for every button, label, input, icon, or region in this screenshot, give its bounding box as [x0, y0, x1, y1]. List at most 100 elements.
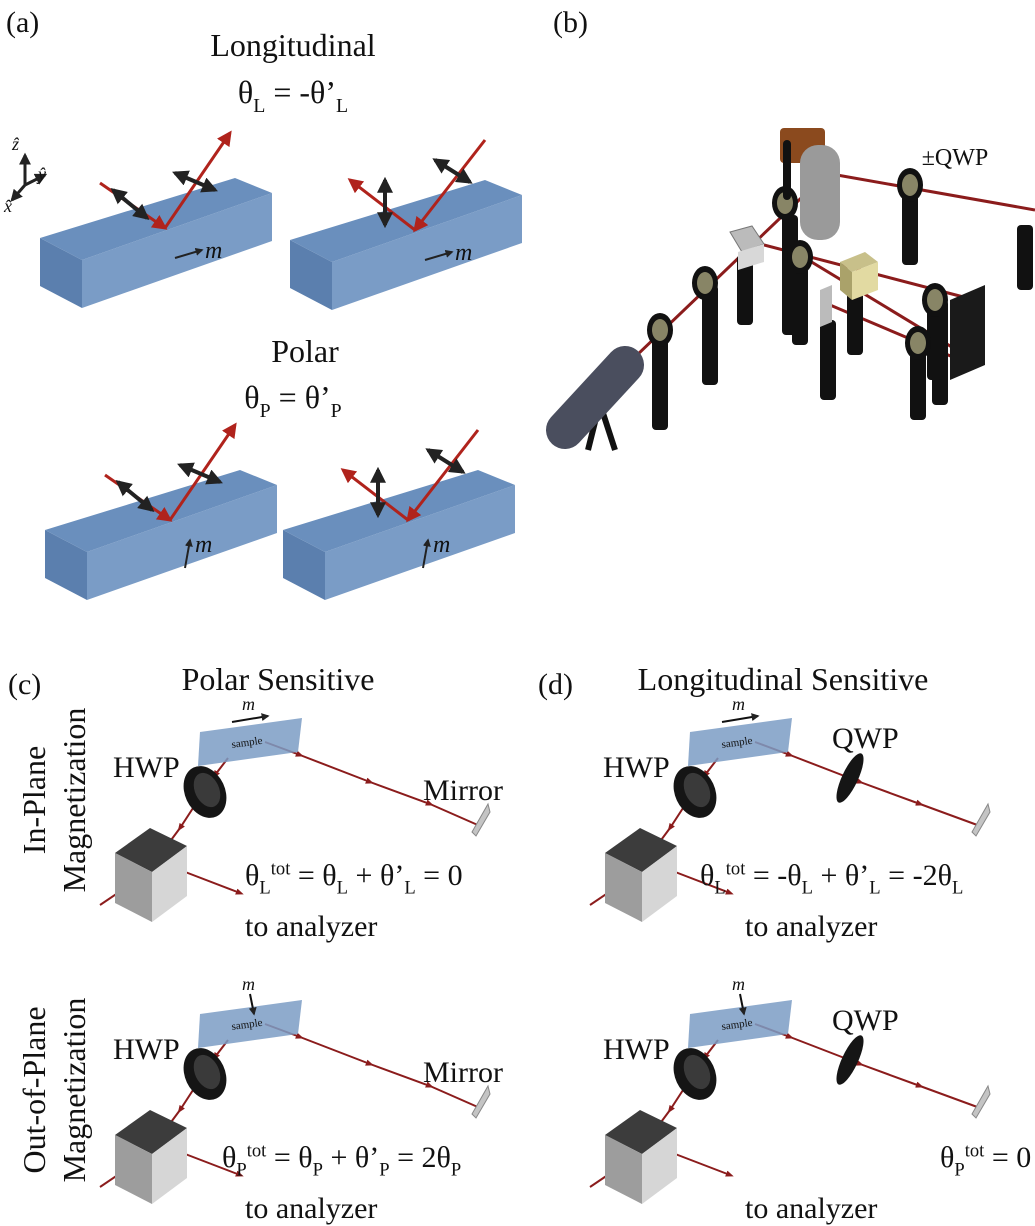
mount [800, 145, 840, 240]
equation-part: L [714, 877, 725, 898]
component-label: HWP [603, 1033, 670, 1066]
panel-title: Polar [271, 333, 339, 369]
equation-part: L [869, 877, 880, 898]
equation: θPtot = θP + θ’P = 2θP [222, 1141, 461, 1181]
equation-part: = -θ [745, 859, 801, 892]
equation-part: L [952, 877, 963, 898]
equation-part: θ [700, 859, 714, 892]
mirror [972, 1086, 990, 1118]
equation-part: = 2θ [390, 1141, 451, 1174]
equation: θL = -θ’L [238, 74, 348, 117]
equation-part: θ [940, 1141, 954, 1174]
polarization [180, 465, 220, 482]
equation-part: P [954, 1159, 964, 1180]
equation-part: = -θ’ [265, 74, 336, 110]
equation-part: + θ’ [323, 1141, 379, 1174]
mirror [472, 804, 490, 836]
optic [792, 246, 808, 268]
equation-part: = 0 [416, 859, 463, 892]
equation-part: L [253, 95, 265, 117]
equation-part: + θ’ [813, 859, 869, 892]
equation-part: tot [271, 859, 291, 880]
panel-title: Longitudinal [210, 27, 375, 63]
equation-part: = θ [290, 859, 336, 892]
output-label: to analyzer [745, 910, 877, 943]
panel-title: Longitudinal Sensitive [638, 661, 929, 697]
equation-part: P [379, 1159, 389, 1180]
side-label: Magnetization [56, 998, 92, 1183]
panel-label: (b) [553, 6, 588, 39]
beam [670, 1152, 730, 1175]
waveplate [831, 750, 868, 806]
panel-title: Polar Sensitive [182, 661, 375, 697]
side-label: In-Plane [16, 746, 52, 854]
magnetization-arrow [722, 716, 758, 722]
equation-part: L [336, 95, 348, 117]
magnetization-arrow [232, 716, 268, 722]
optic [697, 272, 713, 294]
equation-part: θ [222, 1141, 236, 1174]
m-label: m [455, 240, 472, 266]
equation-part: θ [245, 859, 259, 892]
mirror [820, 285, 832, 327]
equation-part: P [313, 1159, 323, 1180]
m-label: m [732, 694, 745, 714]
polarization [435, 160, 470, 182]
polarization [175, 173, 215, 190]
panel-label: (a) [6, 6, 39, 39]
m-label: m [195, 532, 212, 558]
side-label: Out-of-Plane [16, 1006, 52, 1173]
side-label: Magnetization [56, 708, 92, 893]
optic [927, 289, 943, 311]
m-label: m [242, 694, 255, 714]
equation-part: L [404, 877, 415, 898]
output-label: to analyzer [745, 1192, 877, 1225]
axis-label: x̂ [3, 196, 12, 216]
equation-part: P [236, 1159, 246, 1180]
output-label: to analyzer [245, 910, 377, 943]
equation-part: θ [244, 379, 259, 415]
equation-part: L [337, 877, 348, 898]
figure: (a)LongitudinalθL = -θ’LPolarθP = θ’Pẑŷx… [0, 0, 1035, 1226]
component-label: HWP [603, 751, 670, 784]
equation: θP = θ’P [244, 379, 341, 422]
m-label: m [433, 532, 450, 558]
component-label: QWP [832, 722, 899, 755]
component-label: HWP [113, 751, 180, 784]
equation-part: tot [965, 1141, 985, 1162]
mirror [972, 804, 990, 836]
axis-label: ŷ [36, 164, 46, 184]
optic [902, 174, 918, 196]
component-label: Mirror [423, 1056, 503, 1089]
equation-part: L [259, 877, 270, 898]
equation-part: P [451, 1159, 461, 1180]
component-label: HWP [113, 1033, 180, 1066]
post [820, 320, 836, 400]
equation: θPtot = 0 [940, 1141, 1031, 1181]
m-label: m [732, 974, 745, 994]
output-label: to analyzer [245, 1192, 377, 1225]
equation-part: + θ’ [348, 859, 404, 892]
equation-part: tot [247, 1141, 267, 1162]
axis-label: ẑ [11, 134, 20, 154]
polarization [428, 450, 463, 472]
m-label: m [205, 238, 222, 264]
optic [910, 332, 926, 354]
m-label: m [242, 974, 255, 994]
mirror [472, 1086, 490, 1118]
page: (a)LongitudinalθL = -θ’LPolarθP = θ’Pẑŷx… [0, 0, 1035, 1226]
panel-label: (c) [8, 668, 41, 701]
component-label: Mirror [423, 774, 503, 807]
axis [12, 185, 25, 200]
equation-part: = θ’ [271, 379, 331, 415]
panel-label: (d) [538, 668, 573, 701]
equation-part: = -2θ [881, 859, 952, 892]
beam [180, 870, 240, 893]
optic [652, 319, 668, 341]
equation-part: L [802, 877, 813, 898]
beam [820, 172, 1035, 210]
equation: θLtot = -θL + θ’L = -2θL [700, 859, 963, 899]
post [1017, 225, 1033, 290]
equation-part: P [260, 400, 271, 422]
post [702, 285, 718, 385]
